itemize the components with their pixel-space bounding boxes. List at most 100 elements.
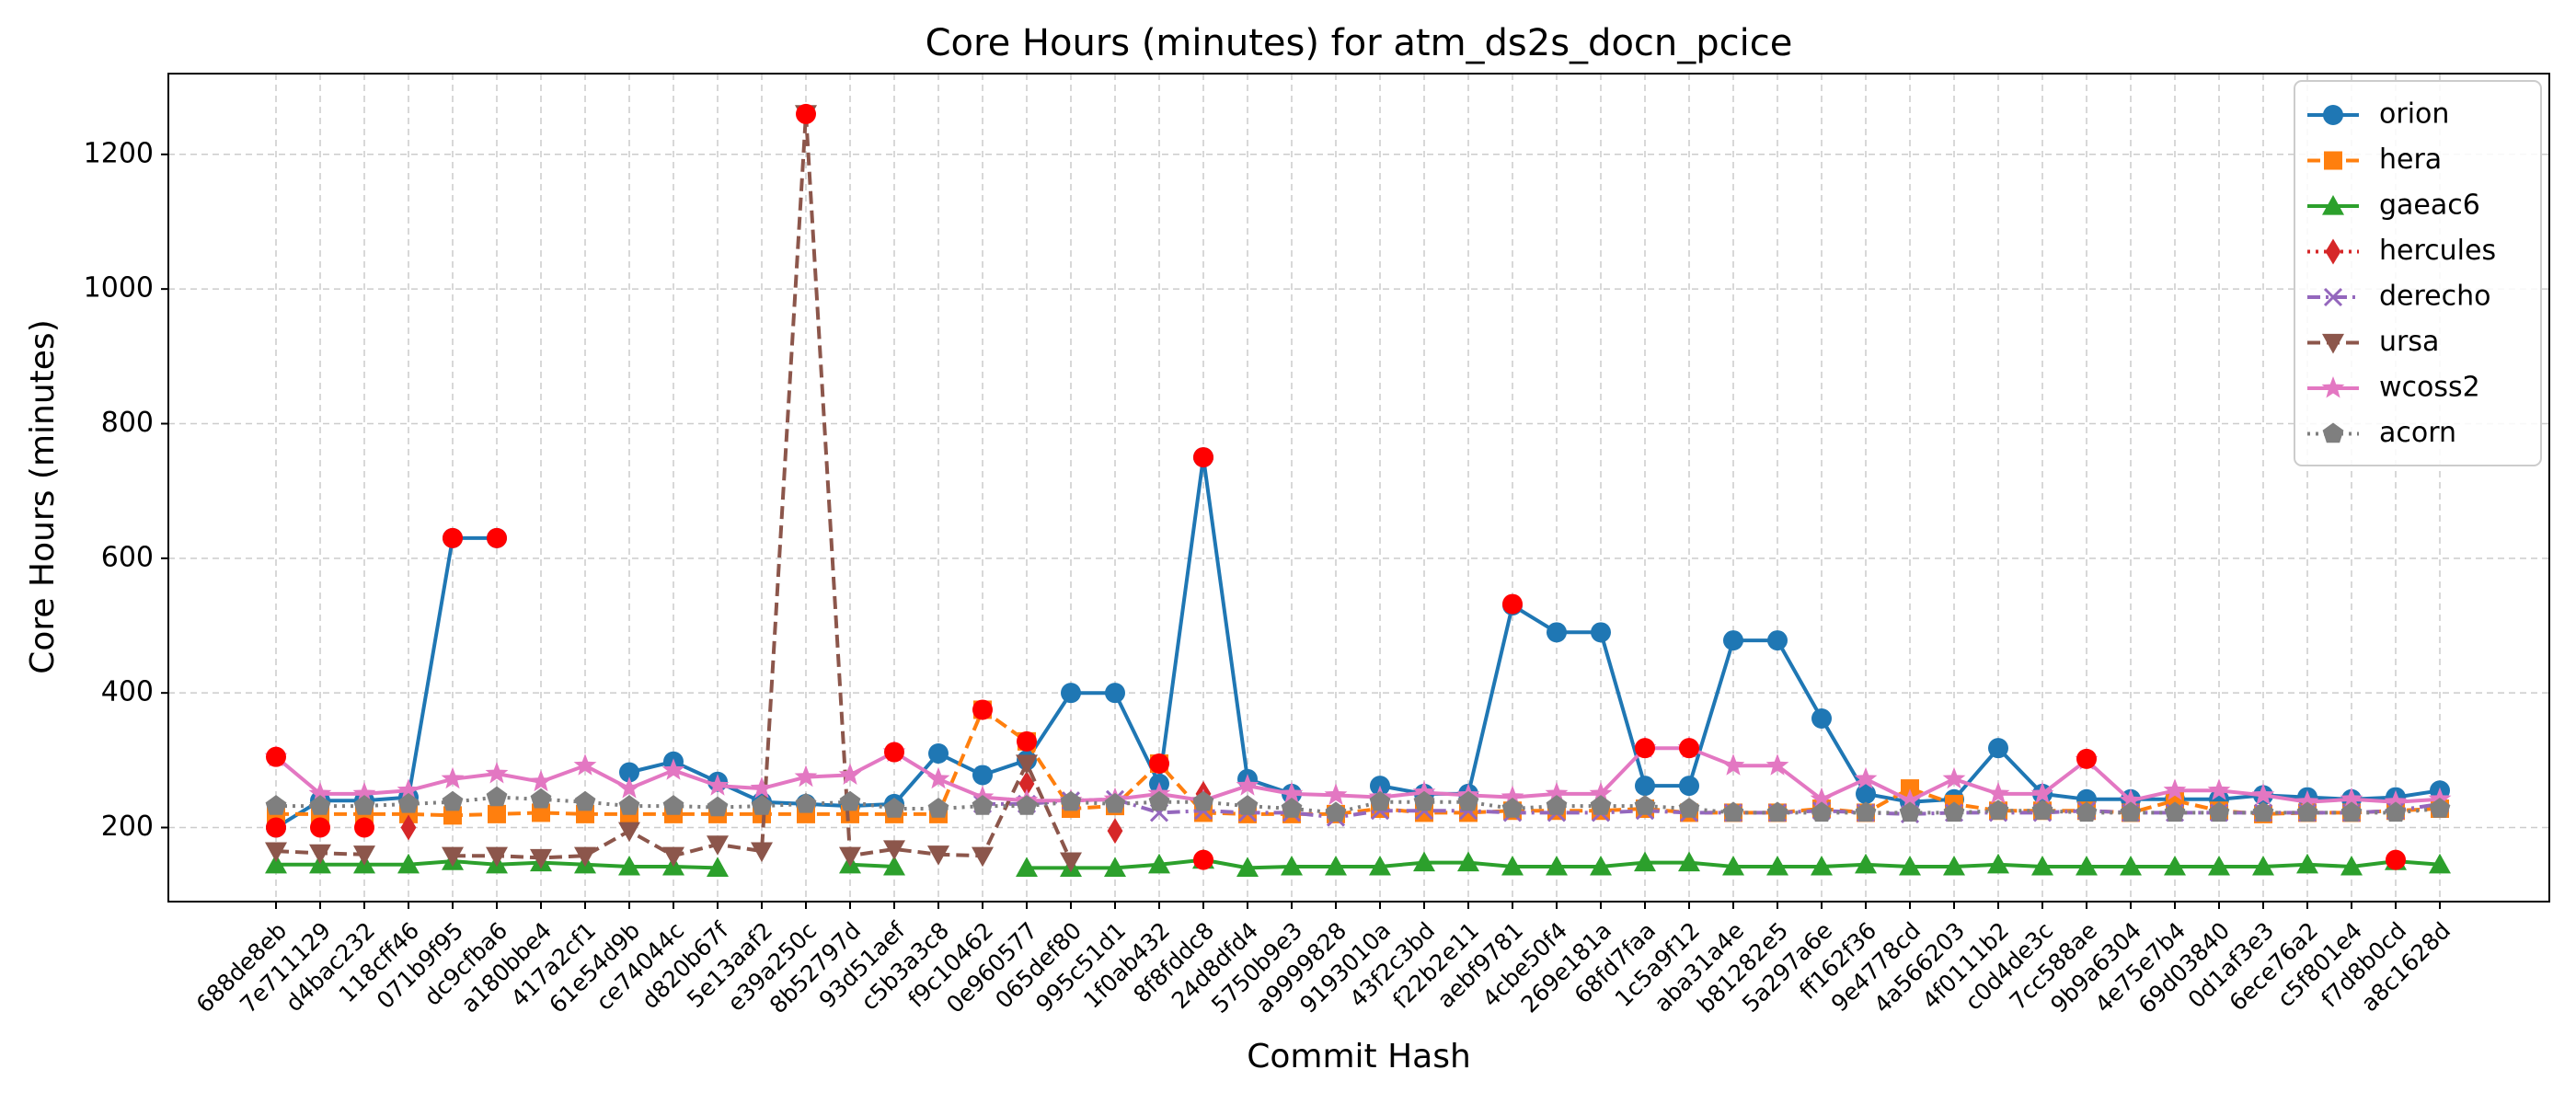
data-point-acorn — [574, 790, 596, 811]
data-point-wcoss2 — [573, 753, 597, 776]
data-point-ursa — [1060, 852, 1082, 873]
data-point-gaeac6 — [2252, 855, 2274, 876]
data-point-acorn — [1855, 801, 1877, 822]
data-point-acorn — [1060, 790, 1082, 811]
data-point-acorn — [2208, 801, 2230, 822]
data-point-wcoss2 — [308, 781, 332, 804]
legend-label-derecho: derecho — [2379, 281, 2491, 313]
series-orion — [266, 447, 2450, 838]
data-point-acorn — [1281, 798, 1303, 818]
legend-marker-ursa — [2322, 333, 2344, 354]
highlight-point — [487, 527, 507, 548]
data-point-gaeac6 — [1634, 851, 1656, 872]
highlight-point — [310, 817, 330, 838]
data-point-gaeac6 — [1546, 855, 1568, 876]
data-point-acorn — [1104, 792, 1126, 813]
data-point-acorn — [662, 795, 684, 815]
legend-label-ursa: ursa — [2379, 326, 2439, 358]
data-point-acorn — [2076, 801, 2098, 822]
data-point-ursa — [839, 846, 861, 868]
data-point-acorn — [353, 795, 375, 815]
data-point-gaeac6 — [618, 855, 640, 876]
data-point-gaeac6 — [1281, 855, 1303, 876]
data-point-wcoss2 — [397, 778, 420, 800]
data-point-wcoss2 — [706, 774, 730, 796]
data-point-acorn — [2164, 801, 2186, 822]
data-point-acorn — [839, 790, 861, 811]
data-point-acorn — [751, 795, 773, 815]
data-point-wcoss2 — [1942, 766, 1966, 789]
legend-label-hercules: hercules — [2379, 235, 2496, 267]
data-point-wcoss2 — [1765, 753, 1789, 776]
y-tick-label: 200 — [101, 811, 154, 843]
legend-marker-hera — [2324, 151, 2342, 170]
data-point-ursa — [309, 844, 331, 865]
data-point-acorn — [442, 790, 464, 811]
data-point-wcoss2 — [2030, 781, 2054, 804]
data-point-gaeac6 — [1766, 855, 1788, 876]
legend-box — [2294, 80, 2542, 466]
data-point-wcoss2 — [1324, 783, 1348, 805]
chart-title: Core Hours (minutes) for atm_ds2s_docn_p… — [926, 22, 1793, 64]
series-lines — [264, 105, 2452, 878]
data-point-wcoss2 — [1280, 781, 1304, 804]
data-point-orion — [1679, 776, 1699, 797]
highlight-point — [1017, 730, 1037, 752]
legend-label-hera: hera — [2379, 144, 2442, 176]
data-point-wcoss2 — [2295, 789, 2319, 812]
highlight-point — [884, 742, 904, 763]
data-point-gaeac6 — [1236, 857, 1259, 878]
data-point-acorn — [1457, 790, 1479, 811]
y-tick-label: 400 — [101, 676, 154, 708]
data-point-wcoss2 — [1854, 766, 1878, 789]
data-point-gaeac6 — [1722, 855, 1744, 876]
data-point-gaeac6 — [1325, 855, 1347, 876]
legend-label-orion: orion — [2379, 98, 2449, 131]
data-point-acorn — [1811, 801, 1833, 822]
data-point-gaeac6 — [707, 857, 729, 878]
data-point-ursa — [927, 845, 949, 866]
legend-marker-orion — [2323, 105, 2343, 125]
data-point-ursa — [972, 846, 994, 868]
data-point-ursa — [707, 835, 729, 856]
highlight-point — [796, 103, 816, 124]
data-point-wcoss2 — [352, 781, 376, 804]
highlight-point — [266, 746, 286, 767]
legend-marker-hercules — [2325, 238, 2341, 265]
legend-marker-wcoss2 — [2321, 376, 2345, 398]
data-point-gaeac6 — [2164, 855, 2186, 876]
data-point-hera — [488, 804, 506, 823]
data-point-gaeac6 — [2208, 855, 2230, 876]
data-point-ursa — [530, 848, 552, 869]
y-tick-label: 800 — [101, 407, 154, 439]
series-line-ursa — [453, 111, 1073, 862]
data-point-wcoss2 — [1721, 753, 1745, 776]
data-point-ursa — [883, 840, 905, 860]
data-point-wcoss2 — [750, 776, 774, 799]
data-point-wcoss2 — [661, 758, 685, 780]
data-point-gaeac6 — [2296, 853, 2318, 874]
data-point-hera — [1901, 779, 1919, 799]
data-point-acorn — [1148, 790, 1170, 811]
data-point-gaeac6 — [2076, 855, 2098, 876]
highlight-points — [266, 103, 2406, 870]
series-line-gaeac6 — [849, 862, 895, 868]
highlight-point — [354, 817, 374, 838]
data-point-ursa — [1016, 754, 1038, 775]
data-point-acorn — [2340, 801, 2363, 822]
highlight-point — [266, 817, 286, 838]
data-point-wcoss2 — [1898, 788, 1922, 811]
plot-frame — [167, 73, 2550, 903]
data-point-gaeac6 — [1943, 855, 1965, 876]
data-point-wcoss2 — [1986, 781, 2010, 804]
data-point-gaeac6 — [397, 853, 420, 874]
legend-marker-acorn — [2322, 422, 2344, 443]
data-point-acorn — [1943, 801, 1965, 822]
data-point-acorn — [1678, 798, 1700, 818]
data-point-acorn — [1766, 801, 1788, 822]
data-point-orion — [1723, 630, 1743, 651]
data-point-orion — [1547, 622, 1567, 643]
data-point-wcoss2 — [1545, 781, 1569, 804]
data-point-orion — [1635, 776, 1655, 797]
